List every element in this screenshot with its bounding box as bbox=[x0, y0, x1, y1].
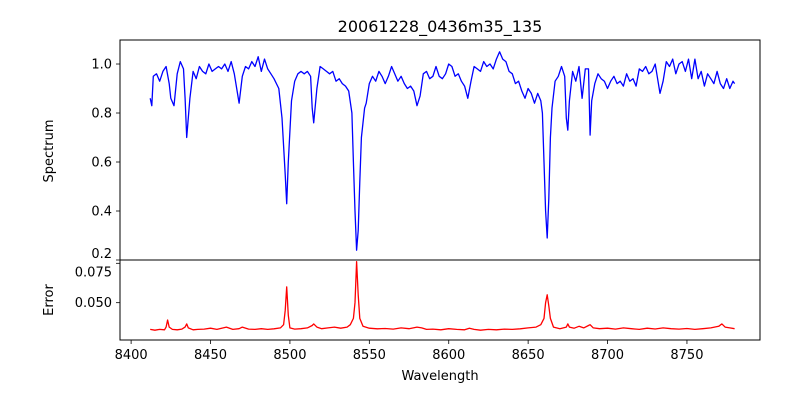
y-axis-label-error: Error bbox=[42, 284, 57, 316]
chart-title: 20061228_0436m35_135 bbox=[338, 17, 543, 37]
error-line bbox=[150, 261, 735, 331]
x-tick-label: 8500 bbox=[273, 348, 306, 363]
error-axes: 0.050 0.075 8400 8450 8500 8550 8600 8650 8700 87… bbox=[75, 259, 761, 363]
y-tick-label: 0.050 bbox=[75, 296, 112, 311]
y-tick-label: 0.4 bbox=[91, 205, 112, 220]
x-tick-label: 8550 bbox=[353, 348, 386, 363]
x-tick-label: 8600 bbox=[432, 348, 465, 363]
x-tick-label: 8650 bbox=[512, 348, 545, 363]
spectrum-line bbox=[149, 51, 736, 251]
y-tick-label: 0.8 bbox=[91, 107, 112, 122]
y-tick-label: 0.075 bbox=[75, 265, 112, 280]
axes-frame bbox=[119, 259, 761, 341]
y-tick-label: 0.6 bbox=[91, 156, 112, 171]
x-tick-label: 8700 bbox=[591, 348, 624, 363]
x-tick-label: 8750 bbox=[670, 348, 703, 363]
x-tick-label: 8400 bbox=[115, 348, 148, 363]
spectrum-axes: 0.2 0.4 0.6 0.8 1.0 bbox=[91, 39, 761, 262]
y-tick-label: 0.2 bbox=[91, 247, 112, 262]
x-axis-label: Wavelength bbox=[401, 369, 478, 384]
y-axis-label-spectrum: Spectrum bbox=[42, 120, 57, 183]
y-tick-label: 1.0 bbox=[91, 58, 112, 73]
x-tick-label: 8450 bbox=[194, 348, 227, 363]
